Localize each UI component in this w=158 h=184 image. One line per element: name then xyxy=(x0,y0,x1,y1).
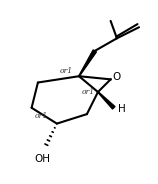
Polygon shape xyxy=(79,50,96,76)
Text: or1: or1 xyxy=(82,88,95,96)
Text: OH: OH xyxy=(35,154,51,164)
Text: O: O xyxy=(112,72,120,82)
Text: H: H xyxy=(118,104,125,114)
Polygon shape xyxy=(98,92,115,109)
Text: or1: or1 xyxy=(34,112,48,120)
Text: or1: or1 xyxy=(60,68,73,75)
